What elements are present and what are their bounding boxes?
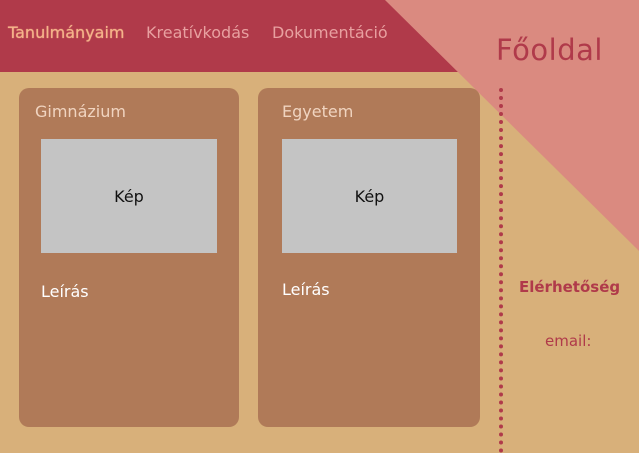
sidebar-divider	[499, 88, 503, 453]
home-link-title[interactable]: Főoldal	[496, 33, 603, 67]
nav-item-kreativkodas[interactable]: Kreatívkodás	[146, 23, 250, 42]
card-egyetem: Egyetem Kép Leírás	[258, 88, 480, 427]
card-title: Gimnázium	[35, 102, 126, 121]
image-placeholder-label: Kép	[114, 186, 144, 206]
card-gimnazium: Gimnázium Kép Leírás	[19, 88, 239, 427]
nav-item-dokumentacio[interactable]: Dokumentáció	[272, 23, 388, 42]
contact-email-label: email:	[545, 332, 592, 350]
card-image-placeholder: Kép	[282, 139, 457, 253]
card-image-placeholder: Kép	[41, 139, 217, 253]
card-title: Egyetem	[282, 102, 354, 121]
card-description: Leírás	[41, 282, 89, 301]
contact-heading: Elérhetőség	[519, 278, 621, 296]
nav-item-tanulmanyaim[interactable]: Tanulmányaim	[8, 23, 125, 42]
card-description: Leírás	[282, 280, 330, 299]
image-placeholder-label: Kép	[354, 186, 385, 206]
